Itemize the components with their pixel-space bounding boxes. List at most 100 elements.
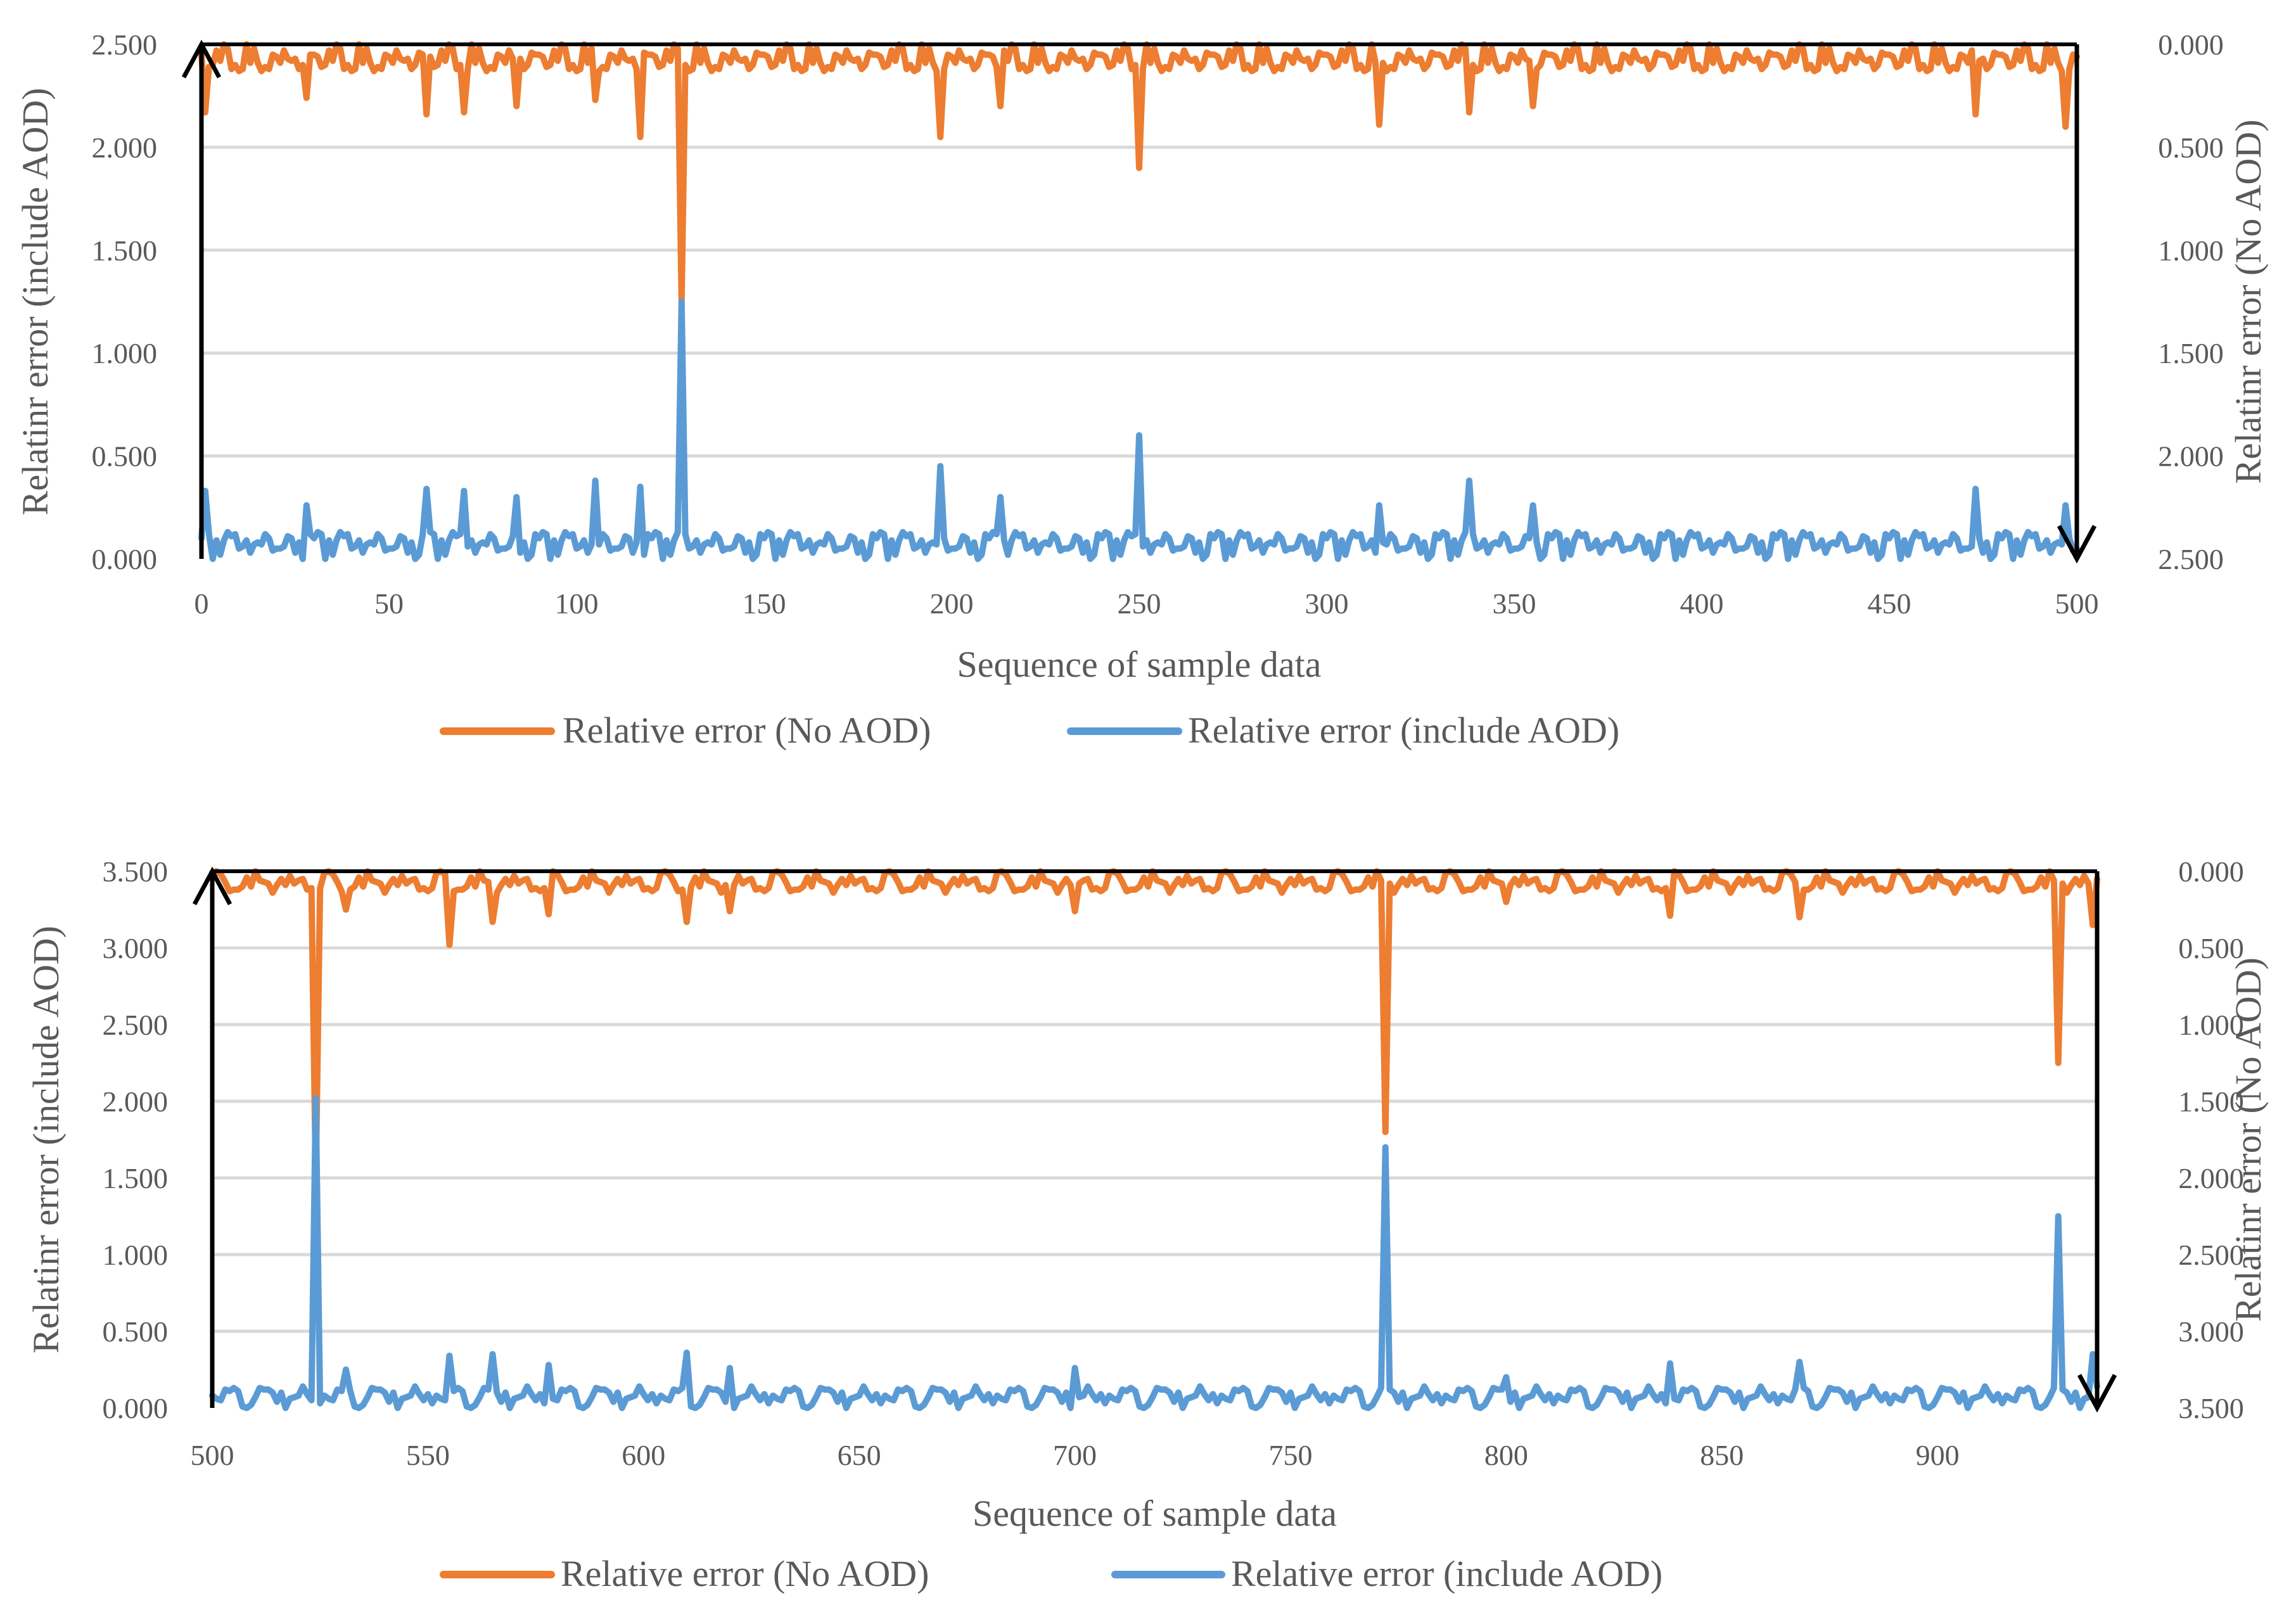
chart-top: 0.000 0.500 1.000 1.500 2.000 2.500 0.000 0.500…	[15, 29, 2269, 751]
peak-point-include-aod	[997, 494, 1004, 501]
y-left-axis-arrow	[192, 866, 233, 905]
peak-point-include-aod	[513, 494, 520, 501]
peak-point-include-aod	[683, 1349, 690, 1356]
legend-label: Relative error (include AOD)	[1231, 1553, 1662, 1594]
series-line-no-aod	[198, 41, 2080, 305]
series-line-include-aod	[198, 298, 2080, 562]
peak-point-no-aod	[937, 134, 944, 141]
peak-point-include-aod	[423, 485, 430, 492]
y-left-tick-label: 0.500	[103, 1315, 169, 1348]
y-left-tick-label: 1.500	[103, 1162, 169, 1194]
peak-point-include-aod	[1071, 1365, 1078, 1372]
peak-point-include-aod	[1382, 1144, 1389, 1151]
y-left-tick-label: 0.000	[92, 543, 158, 575]
y-right-tick-label: 2.500	[2158, 543, 2224, 575]
y-right-axis-title: Relatinr error (No AOD)	[2228, 120, 2269, 484]
peak-point-no-aod	[423, 111, 430, 118]
y-right-tick-label: 2.000	[2158, 440, 2224, 473]
peak-point-no-aod	[1382, 1128, 1389, 1135]
peak-point-include-aod	[678, 298, 685, 305]
series-line-include-aod	[209, 1095, 2100, 1411]
x-tick-label: 850	[1700, 1439, 1744, 1471]
peak-point-no-aod	[489, 918, 496, 925]
y-right-tick-label: 1.500	[2178, 1085, 2244, 1118]
x-tick-label: 50	[374, 587, 404, 620]
y-left-tick-label: 1.500	[92, 234, 158, 267]
y-left-axis-arrow	[181, 39, 222, 79]
y-right-tick-label: 0.000	[2178, 855, 2244, 888]
x-tick-label: 350	[1493, 587, 1536, 620]
y-right-tick-label: 0.500	[2158, 131, 2224, 163]
peak-point-include-aod	[1375, 502, 1382, 509]
y-right-axis-title: Relatinr error (No AOD)	[2228, 957, 2269, 1322]
x-tick-label: 600	[622, 1439, 665, 1471]
y-right-tick-label: 1.500	[2158, 337, 2224, 369]
peak-point-no-aod	[343, 906, 350, 913]
peak-point-no-aod	[2055, 1059, 2062, 1066]
x-tick-label: 700	[1053, 1439, 1097, 1471]
peak-point-include-aod	[489, 1351, 496, 1358]
x-tick-label: 200	[930, 587, 974, 620]
y-right-axis-arrow	[2057, 525, 2097, 564]
x-tick-label: 650	[838, 1439, 881, 1471]
peak-point-no-aod	[2062, 123, 2069, 130]
y-left-tick-label: 1.000	[103, 1239, 169, 1271]
x-tick-label: 800	[1484, 1439, 1528, 1471]
x-tick-label: 500	[2055, 587, 2099, 620]
y-left-axis-title: Relatinr error (include AOD)	[25, 926, 67, 1353]
peak-point-include-aod	[545, 1362, 552, 1369]
peak-point-no-aod	[726, 907, 733, 914]
peak-point-include-aod	[446, 1352, 453, 1359]
peak-point-include-aod	[2062, 502, 2069, 509]
y-left-tick-label: 2.500	[103, 1009, 169, 1041]
x-tick-label: 900	[1916, 1439, 1960, 1471]
peak-point-no-aod	[683, 918, 690, 925]
peak-point-no-aod	[1071, 907, 1078, 914]
peak-point-no-aod	[592, 96, 599, 103]
y-right-tick-label: 0.000	[2158, 29, 2224, 61]
y-left-tick-label: 2.000	[92, 131, 158, 163]
peak-point-no-aod	[303, 94, 310, 101]
peak-point-include-aod	[343, 1366, 350, 1373]
x-tick-label: 0	[195, 587, 209, 620]
peak-point-include-aod	[637, 483, 644, 490]
x-tick-label: 100	[555, 587, 599, 620]
y-right-tick-label: 2.500	[2178, 1239, 2244, 1271]
peak-point-include-aod	[1465, 477, 1472, 484]
peak-point-no-aod	[637, 134, 644, 141]
x-tick-label: 750	[1268, 1439, 1312, 1471]
x-tick-label: 250	[1118, 587, 1161, 620]
chart-bottom: 0.000 0.500 1.000 1.500 2.000 2.500 3.000 3.500…	[25, 855, 2269, 1594]
peak-point-include-aod	[1667, 1360, 1674, 1367]
y-left-tick-label: 1.000	[92, 337, 158, 369]
y-right-tick-label: 1.000	[2158, 234, 2224, 267]
peak-point-include-aod	[303, 502, 310, 509]
peak-point-no-aod	[1667, 912, 1674, 919]
peak-point-no-aod	[1375, 121, 1382, 128]
peak-point-include-aod	[2055, 1213, 2062, 1220]
peak-point-include-aod	[726, 1365, 733, 1372]
y-left-axis-title: Relatinr error (include AOD)	[15, 88, 56, 516]
y-right-tick-label: 0.500	[2178, 932, 2244, 964]
y-left-tick-label: 3.000	[103, 932, 169, 964]
peak-point-no-aod	[545, 911, 552, 917]
legend-label: Relative error (No AOD)	[563, 710, 931, 751]
peak-point-include-aod	[312, 1095, 319, 1102]
x-tick-label: 300	[1305, 587, 1349, 620]
legend-label: Relative error (No AOD)	[561, 1553, 929, 1594]
y-left-tick-label: 3.500	[103, 855, 169, 888]
peak-point-no-aod	[2089, 921, 2096, 928]
y-right-tick-label: 2.000	[2178, 1162, 2244, 1194]
peak-point-include-aod	[2089, 1351, 2096, 1358]
peak-point-include-aod	[937, 463, 944, 470]
x-tick-label: 400	[1680, 587, 1724, 620]
peak-point-include-aod	[1136, 432, 1142, 439]
peak-point-no-aod	[1465, 109, 1472, 116]
x-tick-label: 150	[743, 587, 786, 620]
y-right-tick-label: 1.000	[2178, 1009, 2244, 1041]
x-axis-title: Sequence of sample data	[973, 1493, 1337, 1534]
x-tick-label: 450	[1868, 587, 1911, 620]
y-left-tick-label: 2.000	[103, 1085, 169, 1118]
y-right-tick-label: 3.000	[2178, 1315, 2244, 1348]
